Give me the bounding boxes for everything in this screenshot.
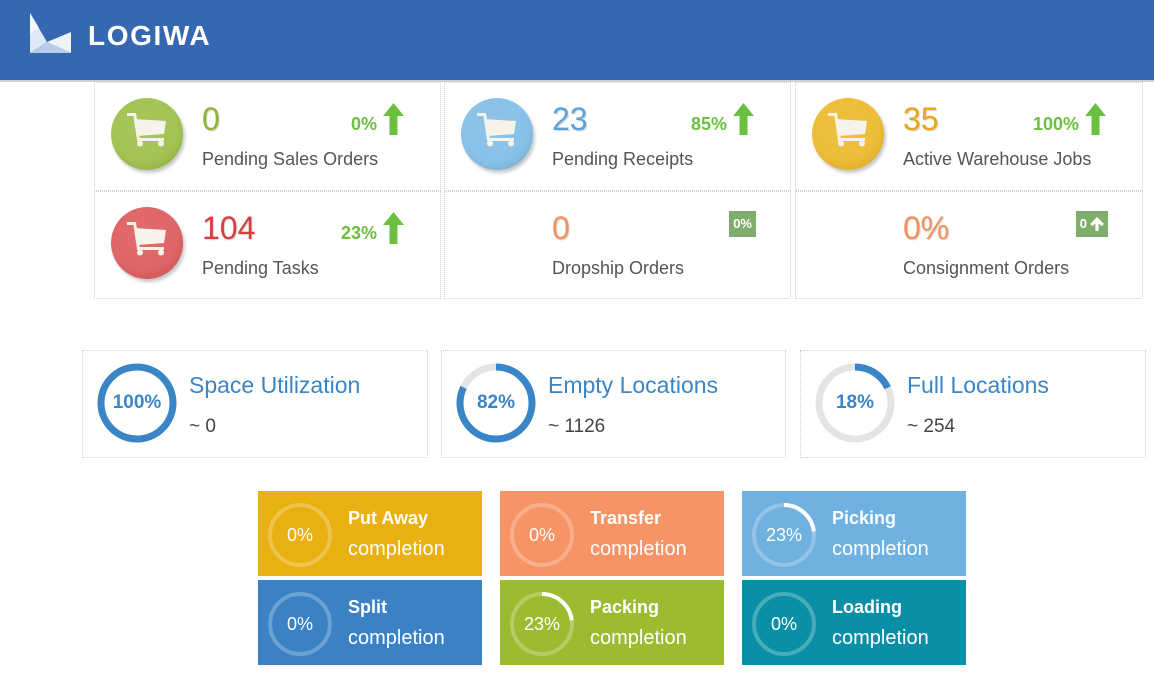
progress-ring: 23% bbox=[752, 503, 816, 567]
stat-trend: 100% bbox=[1033, 103, 1106, 135]
location-title: Full Locations bbox=[907, 372, 1049, 398]
tile-subtitle: completion bbox=[348, 627, 445, 649]
progress-ring: 100% bbox=[97, 363, 177, 443]
progress-ring: 18% bbox=[815, 363, 895, 443]
stat-icon-circle bbox=[111, 98, 183, 170]
logiwa-logo-icon[interactable] bbox=[29, 12, 73, 54]
badge-text: 0 bbox=[1079, 216, 1087, 231]
stat-trend: 0% bbox=[351, 103, 404, 135]
stat-icon-circle bbox=[111, 207, 183, 279]
ring-percent: 0% bbox=[286, 524, 313, 545]
tile-subtitle: completion bbox=[832, 627, 929, 649]
top-header: LOGIWA bbox=[0, 0, 1154, 80]
completion-tile-loading[interactable]: 0% Loading completion bbox=[742, 580, 966, 665]
count-badge: 0 bbox=[1075, 211, 1108, 237]
tile-subtitle: completion bbox=[348, 538, 445, 560]
stat-value: 23 bbox=[552, 101, 588, 137]
ring-percent: 0% bbox=[286, 613, 313, 634]
stat-value: 0% bbox=[903, 210, 950, 246]
badge-text: 0% bbox=[733, 216, 752, 231]
tile-subtitle: completion bbox=[590, 627, 687, 649]
stat-label: Dropship Orders bbox=[552, 258, 685, 278]
stat-label: Active Warehouse Jobs bbox=[903, 149, 1092, 169]
tile-title: Put Away bbox=[348, 508, 429, 528]
ring-percent: 23% bbox=[765, 524, 803, 545]
arrow-up-icon bbox=[1090, 217, 1104, 231]
trend-percent: 85% bbox=[690, 114, 727, 134]
trend-percent: 0% bbox=[350, 114, 377, 134]
stat-label: Pending Tasks bbox=[202, 258, 319, 278]
shopping-cart-icon bbox=[477, 113, 516, 147]
progress-ring: 0% bbox=[268, 592, 332, 656]
location-title: Space Utilization bbox=[189, 372, 361, 398]
arrow-up-icon bbox=[1085, 103, 1106, 135]
stat-icon-circle bbox=[461, 98, 533, 170]
brand-name[interactable]: LOGIWA bbox=[88, 20, 212, 51]
stat-label: Consignment Orders bbox=[903, 258, 1070, 278]
percent-badge: 0% bbox=[729, 211, 756, 237]
completion-tile-picking[interactable]: 23% Picking completion bbox=[742, 491, 966, 576]
progress-ring: 23% bbox=[510, 592, 574, 656]
completion-tile-transfer[interactable]: 0% Transfer completion bbox=[500, 491, 724, 576]
stat-card-pending-sales-orders[interactable]: 0 Pending Sales Orders 0% bbox=[94, 82, 441, 191]
progress-ring: 0% bbox=[752, 592, 816, 656]
ring-percent: 18% bbox=[835, 392, 875, 413]
arrow-up-icon bbox=[383, 212, 404, 244]
completion-tile-packing[interactable]: 23% Packing completion bbox=[500, 580, 724, 665]
stat-icon-circle bbox=[812, 98, 884, 170]
ring-percent: 0% bbox=[528, 524, 555, 545]
location-card-full-locations[interactable]: 18% Full Locations ~ 254 bbox=[800, 350, 1146, 458]
stat-value: 0 bbox=[552, 210, 570, 246]
ring-percent: 100% bbox=[112, 392, 162, 413]
stat-trend: 23% bbox=[341, 212, 404, 244]
location-count: ~ 1126 bbox=[548, 416, 606, 437]
stat-label: Pending Receipts bbox=[552, 149, 694, 169]
stat-value: 0 bbox=[202, 101, 220, 137]
progress-ring: 82% bbox=[456, 363, 536, 443]
stat-card-active-warehouse-jobs[interactable]: 35 Active Warehouse Jobs 100% bbox=[795, 82, 1143, 191]
header-divider bbox=[0, 80, 1154, 82]
completion-tile-split[interactable]: 0% Split completion bbox=[258, 580, 482, 665]
trend-percent: 23% bbox=[340, 223, 377, 243]
stat-label: Pending Sales Orders bbox=[202, 149, 379, 169]
stat-value: 104 bbox=[202, 210, 256, 246]
tile-title: Picking bbox=[832, 508, 897, 528]
location-card-space-utilization[interactable]: 100% Space Utilization ~ 0 bbox=[82, 350, 428, 458]
stat-card-consignment-orders[interactable]: 0% Consignment Orders 0 bbox=[795, 191, 1143, 299]
location-title: Empty Locations bbox=[548, 372, 719, 398]
arrow-up-icon bbox=[733, 103, 754, 135]
tile-subtitle: completion bbox=[832, 538, 929, 560]
shopping-cart-icon bbox=[127, 222, 166, 256]
shopping-cart-icon bbox=[828, 113, 867, 147]
tile-subtitle: completion bbox=[590, 538, 687, 560]
stat-card-dropship-orders[interactable]: 0 Dropship Orders 0% bbox=[444, 191, 791, 299]
tile-title: Packing bbox=[590, 597, 660, 617]
stat-value: 35 bbox=[903, 101, 939, 137]
progress-ring: 0% bbox=[510, 503, 574, 567]
tile-title: Loading bbox=[832, 597, 902, 617]
ring-percent: 23% bbox=[523, 613, 561, 634]
shopping-cart-icon bbox=[127, 113, 166, 147]
progress-ring: 0% bbox=[268, 503, 332, 567]
location-card-empty-locations[interactable]: 82% Empty Locations ~ 1126 bbox=[441, 350, 786, 458]
stat-card-pending-tasks[interactable]: 104 Pending Tasks 23% bbox=[94, 191, 441, 299]
tile-title: Transfer bbox=[590, 508, 662, 528]
ring-percent: 82% bbox=[476, 392, 516, 413]
ring-percent: 0% bbox=[770, 613, 797, 634]
trend-percent: 100% bbox=[1032, 114, 1079, 134]
tile-title: Split bbox=[348, 597, 387, 617]
stat-card-pending-receipts[interactable]: 23 Pending Receipts 85% bbox=[444, 82, 791, 191]
completion-tile-put-away[interactable]: 0% Put Away completion bbox=[258, 491, 482, 576]
arrow-up-icon bbox=[383, 103, 404, 135]
location-count: ~ 0 bbox=[189, 416, 216, 437]
location-count: ~ 254 bbox=[907, 416, 956, 437]
stat-trend: 85% bbox=[691, 103, 754, 135]
